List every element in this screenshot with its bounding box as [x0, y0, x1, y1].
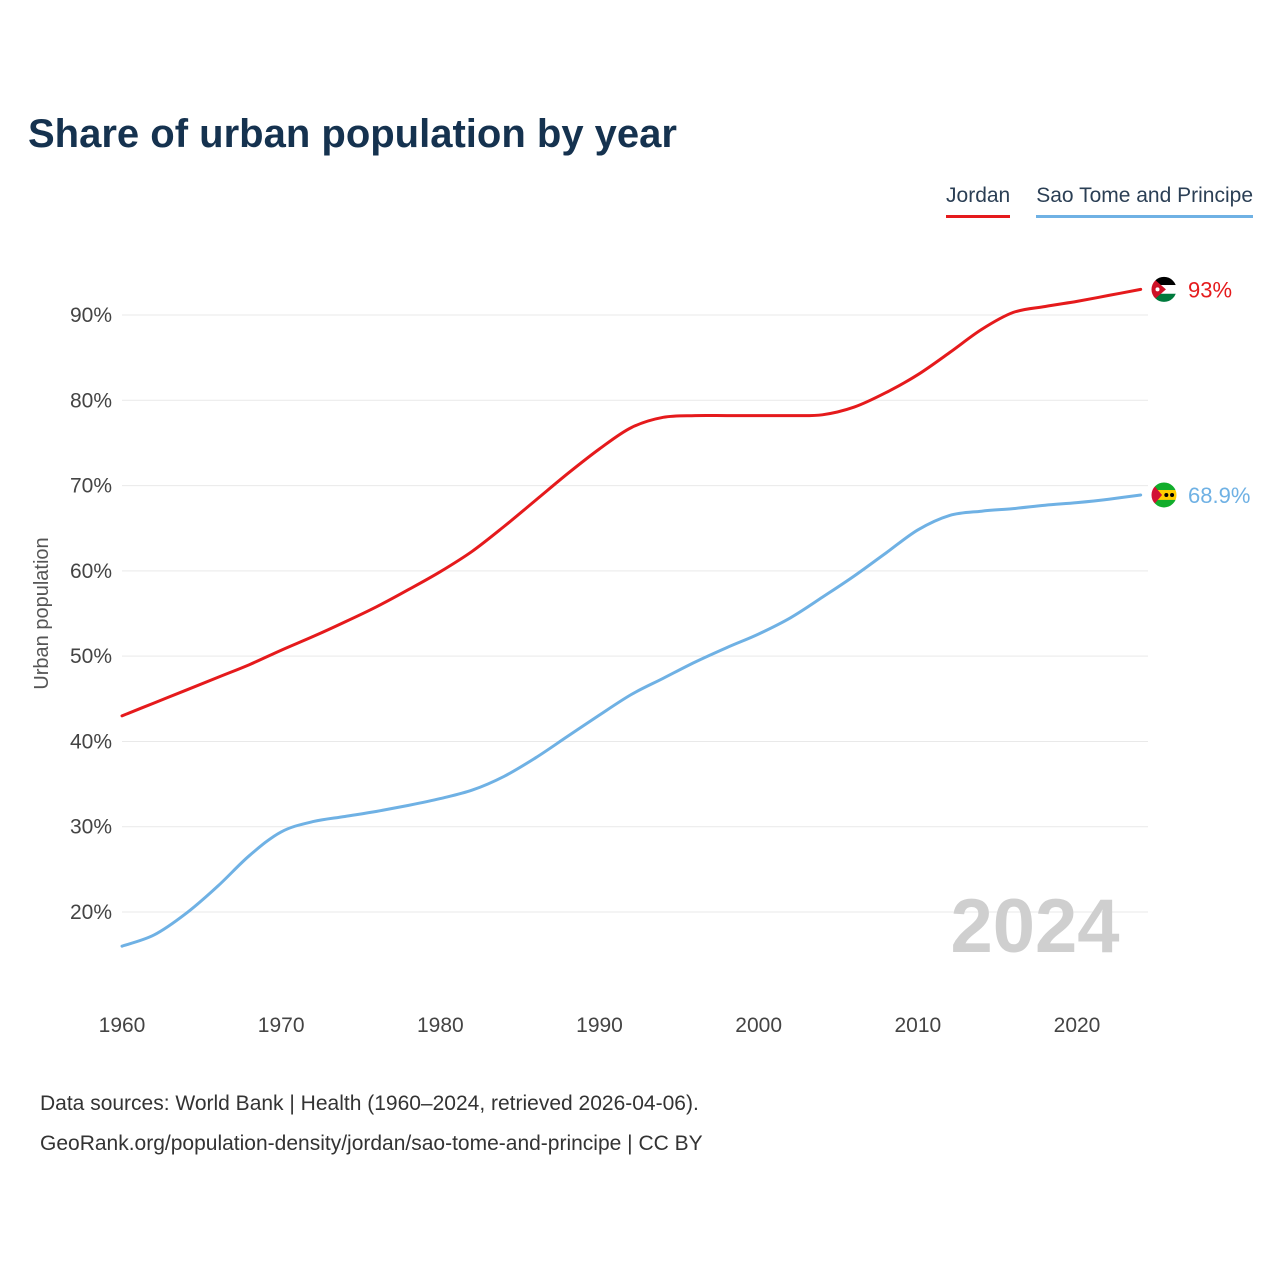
y-tick-label: 80% [70, 389, 112, 412]
y-tick-label: 70% [70, 475, 112, 498]
footer-sources: Data sources: World Bank | Health (1960–… [40, 1092, 699, 1115]
x-tick-label: 1990 [576, 1014, 623, 1037]
axis-tick-labels: 20% 30% 40% 50% 60% 70% 80% 90% 1960 1970 1980 1990… [70, 304, 1100, 1037]
y-tick-label: 60% [70, 560, 112, 583]
jordan-flag-icon [1151, 276, 1177, 303]
chart-area: 20% 30% 40% 50% 60% 70% 80% 90% 1960 1970 1980 1990… [0, 230, 1280, 1070]
chart-title: Share of urban population by year [28, 112, 677, 156]
legend: Jordan Sao Tome and Principe [946, 184, 1253, 218]
x-tick-label: 1970 [258, 1014, 305, 1037]
series-endpoint-jordan: 93% [1150, 275, 1232, 303]
sao-tome-flag-icon [1151, 481, 1177, 508]
y-tick-label: 50% [70, 645, 112, 668]
x-tick-label: 2010 [894, 1014, 941, 1037]
x-tick-label: 1960 [99, 1014, 146, 1037]
series-line-jordan [120, 287, 1143, 718]
y-tick-label: 20% [70, 901, 112, 924]
series-endpoint-sao_tome: 68.9% [1150, 481, 1250, 509]
y-tick-label: 30% [70, 816, 112, 839]
x-tick-label: 1980 [417, 1014, 464, 1037]
x-tick-label: 2020 [1054, 1014, 1101, 1037]
end-value-label-sao_tome: 68.9% [1188, 483, 1250, 508]
footer-attribution: GeoRank.org/population-density/jordan/sa… [40, 1132, 703, 1155]
line-chart-svg: 20% 30% 40% 50% 60% 70% 80% 90% 1960 1970 1980 1990… [31, 275, 1250, 1037]
end-value-label-jordan: 93% [1188, 277, 1232, 302]
gridlines [122, 314, 1148, 913]
y-axis-label: Urban population [31, 537, 53, 689]
y-tick-label: 40% [70, 730, 112, 753]
x-tick-label: 2000 [735, 1014, 782, 1037]
footer: Data sources: World Bank | Health (1960–… [40, 1084, 703, 1164]
watermark-year: 2024 [950, 884, 1119, 969]
series-line-sao_tome [120, 493, 1143, 948]
legend-item-jordan[interactable]: Jordan [946, 184, 1011, 218]
legend-item-sao-tome-and-principe[interactable]: Sao Tome and Principe [1036, 184, 1253, 218]
y-tick-label: 90% [70, 304, 112, 327]
